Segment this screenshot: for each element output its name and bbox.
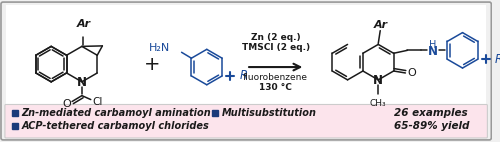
- Text: Multisubstitution: Multisubstitution: [222, 108, 316, 118]
- Text: ACP-tethered carbamoyl chlorides: ACP-tethered carbamoyl chlorides: [22, 121, 210, 131]
- Text: 65-89% yield: 65-89% yield: [394, 121, 469, 131]
- Text: R: R: [494, 53, 500, 66]
- FancyBboxPatch shape: [5, 105, 488, 138]
- Text: N: N: [77, 76, 87, 89]
- Text: Cl: Cl: [92, 97, 103, 106]
- Text: TMSCl (2 eq.): TMSCl (2 eq.): [242, 43, 310, 52]
- Bar: [212, 110, 218, 116]
- Text: N: N: [428, 45, 438, 58]
- Text: 130 °C: 130 °C: [259, 83, 292, 92]
- Text: Ar: Ar: [374, 20, 388, 30]
- Text: O: O: [63, 100, 72, 109]
- Text: 26 examples: 26 examples: [394, 108, 468, 118]
- Text: R: R: [240, 69, 248, 82]
- Text: +: +: [144, 55, 161, 74]
- Text: Zn (2 eq.): Zn (2 eq.): [251, 33, 300, 42]
- Text: H: H: [430, 40, 436, 50]
- Text: fluorobenzene: fluorobenzene: [243, 73, 308, 82]
- Bar: [6, 5, 486, 106]
- Text: N: N: [374, 74, 384, 87]
- FancyBboxPatch shape: [1, 2, 492, 140]
- Text: CH₃: CH₃: [370, 99, 386, 108]
- Bar: [12, 123, 18, 129]
- Text: Ar: Ar: [77, 19, 91, 29]
- Bar: [12, 110, 18, 116]
- Text: O: O: [407, 68, 416, 78]
- Text: H₂N: H₂N: [148, 43, 170, 53]
- Text: Zn-mediated carbamoyl amination: Zn-mediated carbamoyl amination: [22, 108, 212, 118]
